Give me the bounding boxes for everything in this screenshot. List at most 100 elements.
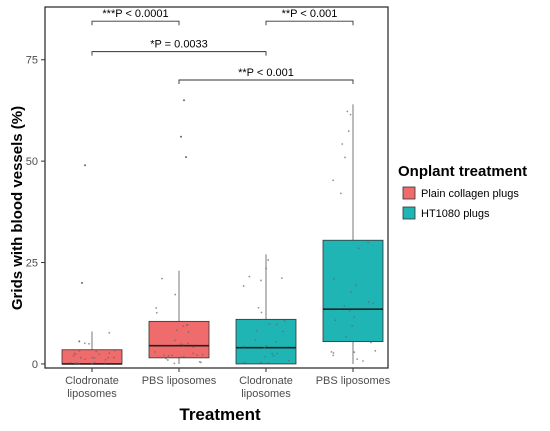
data-point [341, 143, 344, 145]
data-point [275, 323, 278, 326]
outlier-point [84, 164, 86, 167]
data-point [340, 192, 342, 195]
x-tick-label: PBS liposomes [142, 375, 217, 387]
data-point [88, 342, 90, 345]
data-point [78, 349, 81, 352]
data-point [347, 130, 350, 133]
legend-swatch [402, 186, 416, 200]
legend-label: HT1080 plugs [421, 208, 490, 220]
y-tick-label: 0 [32, 359, 38, 371]
data-point [74, 353, 77, 356]
data-point [343, 304, 346, 307]
data-point [196, 354, 199, 356]
outlier-point [183, 99, 185, 102]
outlier-point [180, 135, 182, 138]
data-point [107, 356, 110, 359]
data-point [167, 355, 170, 357]
data-point [192, 352, 194, 355]
significance-bracket [178, 79, 354, 85]
data-point [95, 350, 98, 353]
data-point [353, 316, 355, 318]
data-point [351, 324, 354, 327]
x-tick-label: Clodronate [239, 375, 293, 387]
data-point [276, 352, 279, 355]
data-point [77, 362, 80, 365]
data-point [242, 362, 244, 365]
significance-bracket [91, 51, 267, 56]
data-point [175, 329, 178, 332]
significance-label: ***P < 0.0001 [102, 8, 168, 20]
data-point [264, 355, 267, 358]
data-point [265, 267, 268, 270]
data-point [72, 355, 75, 357]
data-point [180, 343, 182, 345]
data-point [83, 342, 86, 345]
data-point [161, 277, 163, 280]
data-point [186, 323, 189, 326]
data-point [108, 331, 111, 334]
data-point [244, 361, 246, 364]
data-point [283, 319, 286, 322]
data-point [93, 361, 96, 364]
data-point [274, 340, 277, 343]
outlier-point [185, 156, 187, 159]
significance-label: *P = 0.0033 [150, 39, 208, 51]
data-point [367, 241, 369, 244]
data-point [165, 357, 167, 360]
legend-label: Plain collagen plugs [421, 188, 519, 200]
data-point [166, 359, 169, 361]
data-point [173, 362, 176, 365]
data-point [267, 362, 270, 364]
data-point [332, 179, 335, 182]
data-point [192, 346, 194, 348]
data-point [182, 343, 185, 346]
significance-label: **P < 0.001 [282, 8, 338, 20]
legend: Onplant treatment Plain collagen plugs HT1… [398, 163, 527, 220]
data-point [79, 356, 82, 359]
y-axis-title: Grids with blood vessels (%) [9, 106, 26, 310]
data-point [74, 362, 77, 365]
data-point [174, 293, 177, 296]
data-point [263, 346, 266, 349]
data-point [103, 362, 106, 365]
x-tick-label: Clodronate [65, 375, 119, 387]
data-point [182, 355, 185, 358]
data-point [272, 354, 275, 357]
y-tick-label: 25 [26, 258, 38, 270]
data-point [334, 319, 337, 322]
data-point [259, 361, 262, 364]
significance-bracket [265, 20, 354, 26]
data-point [84, 358, 87, 361]
data-point [353, 351, 356, 354]
data-point [357, 247, 360, 250]
data-point [372, 302, 375, 305]
data-point [280, 277, 283, 280]
data-point [255, 330, 258, 332]
data-point [260, 279, 262, 282]
data-point [113, 349, 116, 352]
data-point [268, 323, 271, 325]
data-point [155, 307, 158, 309]
data-point [73, 352, 76, 355]
x-tick-label: PBS liposomes [316, 375, 391, 387]
data-point [370, 341, 372, 344]
data-point [271, 352, 274, 355]
data-point [355, 284, 358, 287]
y-tick-label: 50 [26, 156, 38, 168]
data-point [257, 306, 260, 309]
box [322, 239, 384, 343]
data-point [362, 360, 364, 362]
data-point [91, 362, 93, 365]
data-point [332, 352, 335, 354]
data-point [112, 356, 115, 359]
data-point [201, 353, 204, 356]
x-tick-label: liposomes [241, 388, 291, 400]
data-point [367, 301, 370, 303]
data-point [93, 357, 96, 359]
data-point [163, 354, 165, 357]
legend-swatch [402, 206, 416, 220]
data-point [374, 349, 377, 352]
significance-bracket [91, 20, 180, 26]
data-point [242, 345, 245, 348]
